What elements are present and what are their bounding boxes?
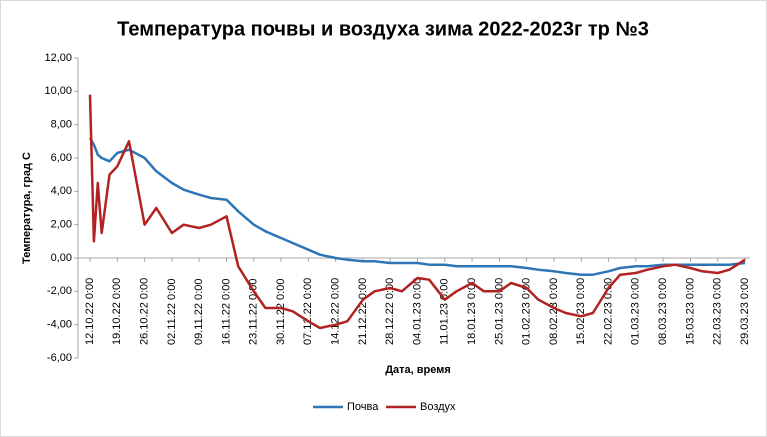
chart-title: Температура почвы и воздуха зима 2022-20…	[117, 18, 649, 40]
y-tick-label: -2,00	[47, 285, 72, 297]
y-tick-label: 12,00	[44, 52, 72, 64]
x-tick-label: 21.12.22 0:00	[357, 278, 369, 345]
x-tick-label: 29.03.23 0:00	[739, 278, 751, 345]
x-tick-label: 28.12.22 0:00	[384, 278, 396, 345]
x-tick-label: 12.10.22 0:00	[84, 278, 96, 345]
legend-label: Почва	[347, 401, 379, 413]
y-tick-label: 0,00	[51, 252, 72, 264]
x-tick-label: 18.01.23 0:00	[466, 278, 478, 345]
line-series	[88, 137, 746, 276]
x-axis-title: Дата, время	[385, 364, 451, 376]
y-tick-label: 8,00	[51, 119, 72, 131]
x-tick-label: 08.02.23 0:00	[548, 278, 560, 345]
x-tick-label: 25.01.23 0:00	[493, 278, 505, 345]
x-tick-label: 01.02.23 0:00	[521, 278, 533, 345]
x-tick-label: 15.02.23 0:00	[575, 278, 587, 345]
x-tick-label: 16.11.22 0:00	[220, 279, 232, 345]
x-tick-label: 08.03.23 0:00	[657, 278, 669, 345]
x-tick-label: 01.03.23 0:00	[630, 278, 642, 345]
y-axis-title: Температура, град С	[21, 152, 33, 264]
x-tick-label: 23.11.22 0:00	[248, 279, 260, 345]
x-tick-label: 19.10.22 0:00	[111, 278, 123, 345]
y-tick-label: -4,00	[47, 319, 72, 331]
x-tick-label: 07.12.22 0:00	[302, 278, 314, 345]
x-tick-label: 02.11.22 0:00	[166, 279, 178, 345]
y-tick-label: 10,00	[44, 85, 72, 97]
line-series	[88, 94, 746, 330]
x-tick-label: 11.01.23 0:00	[439, 279, 451, 345]
y-tick-label: -6,00	[47, 352, 72, 364]
x-tick-label: 14.12.22 0:00	[330, 278, 342, 345]
x-tick-label: 26.10.22 0:00	[138, 278, 150, 345]
y-tick-label: 2,00	[51, 219, 72, 231]
y-tick-label: 4,00	[51, 185, 72, 197]
x-tick-label: 22.03.23 0:00	[712, 278, 724, 345]
legend-label: Воздух	[420, 401, 456, 413]
x-tick-label: 09.11.22 0:00	[193, 279, 205, 345]
x-tick-label: 04.01.23 0:00	[411, 278, 423, 345]
x-tick-label: 15.03.23 0:00	[684, 278, 696, 345]
y-tick-label: 6,00	[51, 152, 72, 164]
x-tick-label: 30.11.22 0:00	[275, 279, 287, 345]
